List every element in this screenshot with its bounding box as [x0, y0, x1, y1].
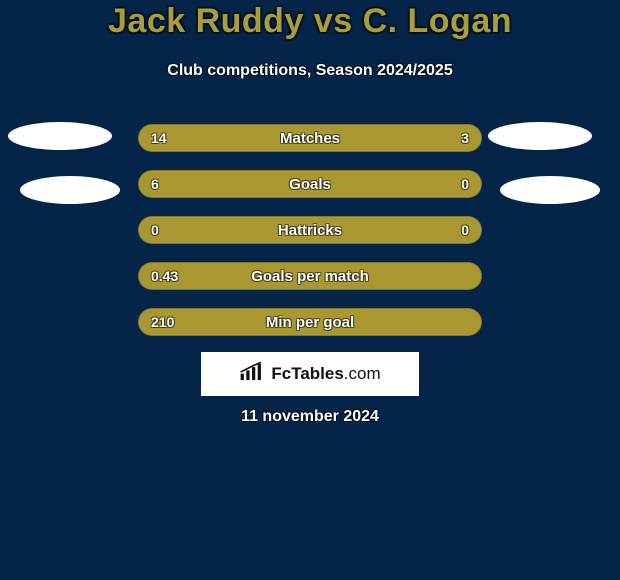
stat-label: Min per goal — [139, 309, 481, 335]
stat-row: Goals per match0.43 — [138, 262, 482, 290]
stat-label: Matches — [139, 125, 481, 151]
stat-value-right: 0 — [461, 217, 469, 243]
stat-value-left: 14 — [151, 125, 167, 151]
stat-label: Hattricks — [139, 217, 481, 243]
stat-row: Goals6 0 — [138, 170, 482, 198]
player-left-badge-top — [8, 122, 112, 150]
stat-row: Hattricks0 0 — [138, 216, 482, 244]
stat-value-left: 0 — [151, 217, 159, 243]
page-title: Jack Ruddy vs C. Logan — [0, 2, 620, 41]
brand-text-strong: FcTables — [271, 364, 343, 383]
stat-row: Matches14 3 — [138, 124, 482, 152]
subtitle: Club competitions, Season 2024/2025 — [0, 62, 620, 80]
date-label: 11 november 2024 — [0, 408, 620, 426]
brand-box: FcTables.com — [201, 352, 419, 396]
stats-comparison-card: Jack Ruddy vs C. Logan Club competitions… — [0, 0, 620, 580]
stat-row: Min per goal210 — [138, 308, 482, 336]
brand-text-light: .com — [344, 364, 381, 383]
player-right-badge-bottom — [500, 176, 600, 204]
brand-text: FcTables.com — [271, 364, 380, 384]
chart-icon — [239, 362, 265, 387]
stat-value-left: 6 — [151, 171, 159, 197]
stat-label: Goals — [139, 171, 481, 197]
stats-bars: Matches143Goals60Hattricks00Goals per ma… — [138, 124, 482, 354]
stat-value-left: 210 — [151, 309, 174, 335]
stat-value-right: 0 — [461, 171, 469, 197]
stat-value-left: 0.43 — [151, 263, 178, 289]
player-left-badge-bottom — [20, 176, 120, 204]
stat-label: Goals per match — [139, 263, 481, 289]
player-right-badge-top — [488, 122, 592, 150]
stat-value-right: 3 — [461, 125, 469, 151]
